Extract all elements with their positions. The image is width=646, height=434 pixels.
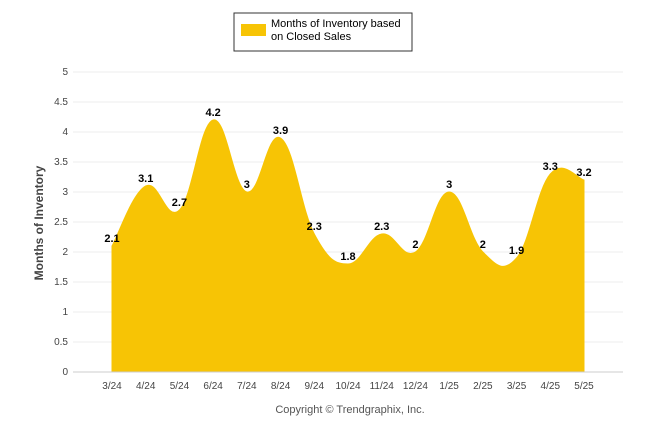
data-label: 3.1 — [138, 173, 153, 185]
data-label: 3 — [446, 179, 452, 191]
x-tick-label: 6/24 — [203, 381, 223, 392]
y-tick-label: 1 — [62, 307, 68, 318]
series-area — [111, 119, 585, 373]
data-label: 1.9 — [509, 245, 524, 257]
copyright-footer: Copyright © Trendgraphix, Inc. — [275, 404, 424, 416]
x-tick-label: 4/25 — [541, 381, 561, 392]
x-tick-label: 5/25 — [574, 381, 594, 392]
data-labels: 2.1 3.1 2.7 4.2 3 3.9 2.3 1.8 2.3 2 3 2 1.9 3.3 3.2 — [104, 107, 591, 263]
x-tick-label: 4/24 — [136, 381, 156, 392]
data-label: 2 — [412, 239, 418, 251]
y-tick-label: 2.5 — [54, 217, 68, 228]
x-axis-ticks: 3/24 4/24 5/24 6/24 7/24 8/24 9/24 10/24 11/24 12… — [102, 381, 594, 392]
data-label: 4.2 — [205, 107, 220, 119]
y-axis-title: Months of Inventory — [32, 165, 46, 280]
y-tick-label: 4.5 — [54, 97, 68, 108]
x-tick-label: 1/25 — [439, 381, 459, 392]
x-tick-label: 3/25 — [507, 381, 527, 392]
data-label: 2.7 — [172, 197, 187, 209]
y-tick-label: 5 — [62, 67, 68, 78]
x-tick-label: 5/24 — [170, 381, 190, 392]
y-tick-label: 0.5 — [54, 337, 68, 348]
x-tick-label: 11/24 — [370, 381, 395, 392]
data-label: 3.3 — [543, 161, 558, 173]
data-label: 3 — [244, 179, 250, 191]
y-tick-label: 4 — [62, 127, 68, 138]
y-tick-label: 3.5 — [54, 157, 68, 168]
data-label: 3.2 — [576, 167, 591, 179]
data-label: 2 — [480, 239, 486, 251]
x-tick-label: 2/25 — [473, 381, 493, 392]
data-label: 1.8 — [340, 251, 355, 263]
data-label: 3.9 — [273, 125, 288, 137]
legend-label-line1: Months of Inventory based — [271, 18, 401, 30]
x-tick-label: 12/24 — [403, 381, 428, 392]
y-tick-label: 0 — [62, 367, 68, 378]
legend-label-line2: on Closed Sales — [271, 31, 352, 43]
y-tick-label: 1.5 — [54, 277, 68, 288]
y-tick-label: 2 — [62, 247, 68, 258]
x-tick-label: 3/24 — [102, 381, 122, 392]
legend: Months of Inventory based on Closed Sale… — [233, 12, 413, 52]
data-label: 2.3 — [374, 221, 389, 233]
legend-swatch — [241, 24, 266, 36]
x-tick-label: 8/24 — [271, 381, 291, 392]
y-tick-label: 3 — [62, 187, 68, 198]
x-tick-label: 10/24 — [335, 381, 360, 392]
data-label: 2.3 — [307, 221, 322, 233]
y-axis-ticks: 0 0.5 1 1.5 2 2.5 3 3.5 4 4.5 5 — [54, 67, 68, 378]
data-label: 2.1 — [104, 233, 119, 245]
x-tick-label: 7/24 — [237, 381, 257, 392]
x-tick-label: 9/24 — [305, 381, 325, 392]
